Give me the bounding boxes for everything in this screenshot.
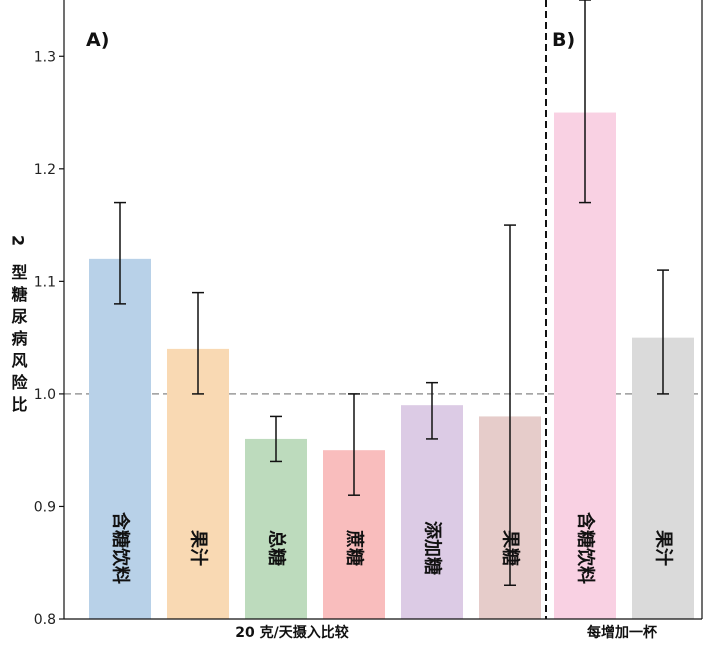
- bar-label-b-2: 果汁: [653, 529, 675, 566]
- y-tick-label: 1.1: [34, 274, 56, 290]
- bar-a-3: [245, 438, 307, 619]
- bars-layer: [89, 112, 694, 619]
- bar-label-a-3: 总糖: [266, 530, 288, 566]
- panel-label-a: A): [86, 29, 109, 51]
- bar-label-b-1: 含糖饮料: [575, 512, 597, 584]
- y-tick-label: 1.2: [34, 162, 56, 178]
- error-bar-a-6: [504, 224, 516, 586]
- bar-label-a-5: 添加糖: [422, 521, 444, 575]
- error-bar-a-2: [192, 291, 204, 395]
- bar-label-a-1: 含糖饮料: [110, 512, 132, 584]
- bar-label-a-2: 果汁: [188, 529, 210, 566]
- error-bar-b-1: [579, 0, 591, 204]
- group-label-b: 每增加一杯: [587, 624, 658, 641]
- bar-label-a-6: 果糖: [500, 529, 522, 566]
- bar-label-a-4: 蔗糖: [344, 529, 366, 566]
- error-bar-a-5: [426, 381, 438, 440]
- y-tick-label: 1.3: [34, 49, 56, 65]
- y-tick-label: 1.0: [34, 387, 56, 403]
- bar-a-5: [401, 405, 463, 619]
- y-tick-label: 0.9: [34, 499, 56, 515]
- group-label-a: 20 克/天摄入比较: [235, 624, 348, 641]
- labels-layer: 0.8 0.9 1.0 1.1 1.2 1.3 2 型糖尿病风险比 A) B) 20 克/天摄入比…: [9, 29, 675, 641]
- axes-layer: [59, 0, 703, 620]
- error-bar-a-3: [270, 415, 282, 463]
- y-axis-label: 2 型糖尿病风险比: [9, 235, 28, 418]
- error-bar-a-1: [114, 201, 126, 305]
- error-bar-b-2: [657, 269, 669, 395]
- y-tick-label: 0.8: [34, 612, 56, 628]
- bar-a-1: [89, 258, 151, 619]
- error-bars-layer: [114, 0, 669, 586]
- panel-label-b: B): [552, 29, 575, 51]
- error-bar-a-4: [348, 393, 360, 496]
